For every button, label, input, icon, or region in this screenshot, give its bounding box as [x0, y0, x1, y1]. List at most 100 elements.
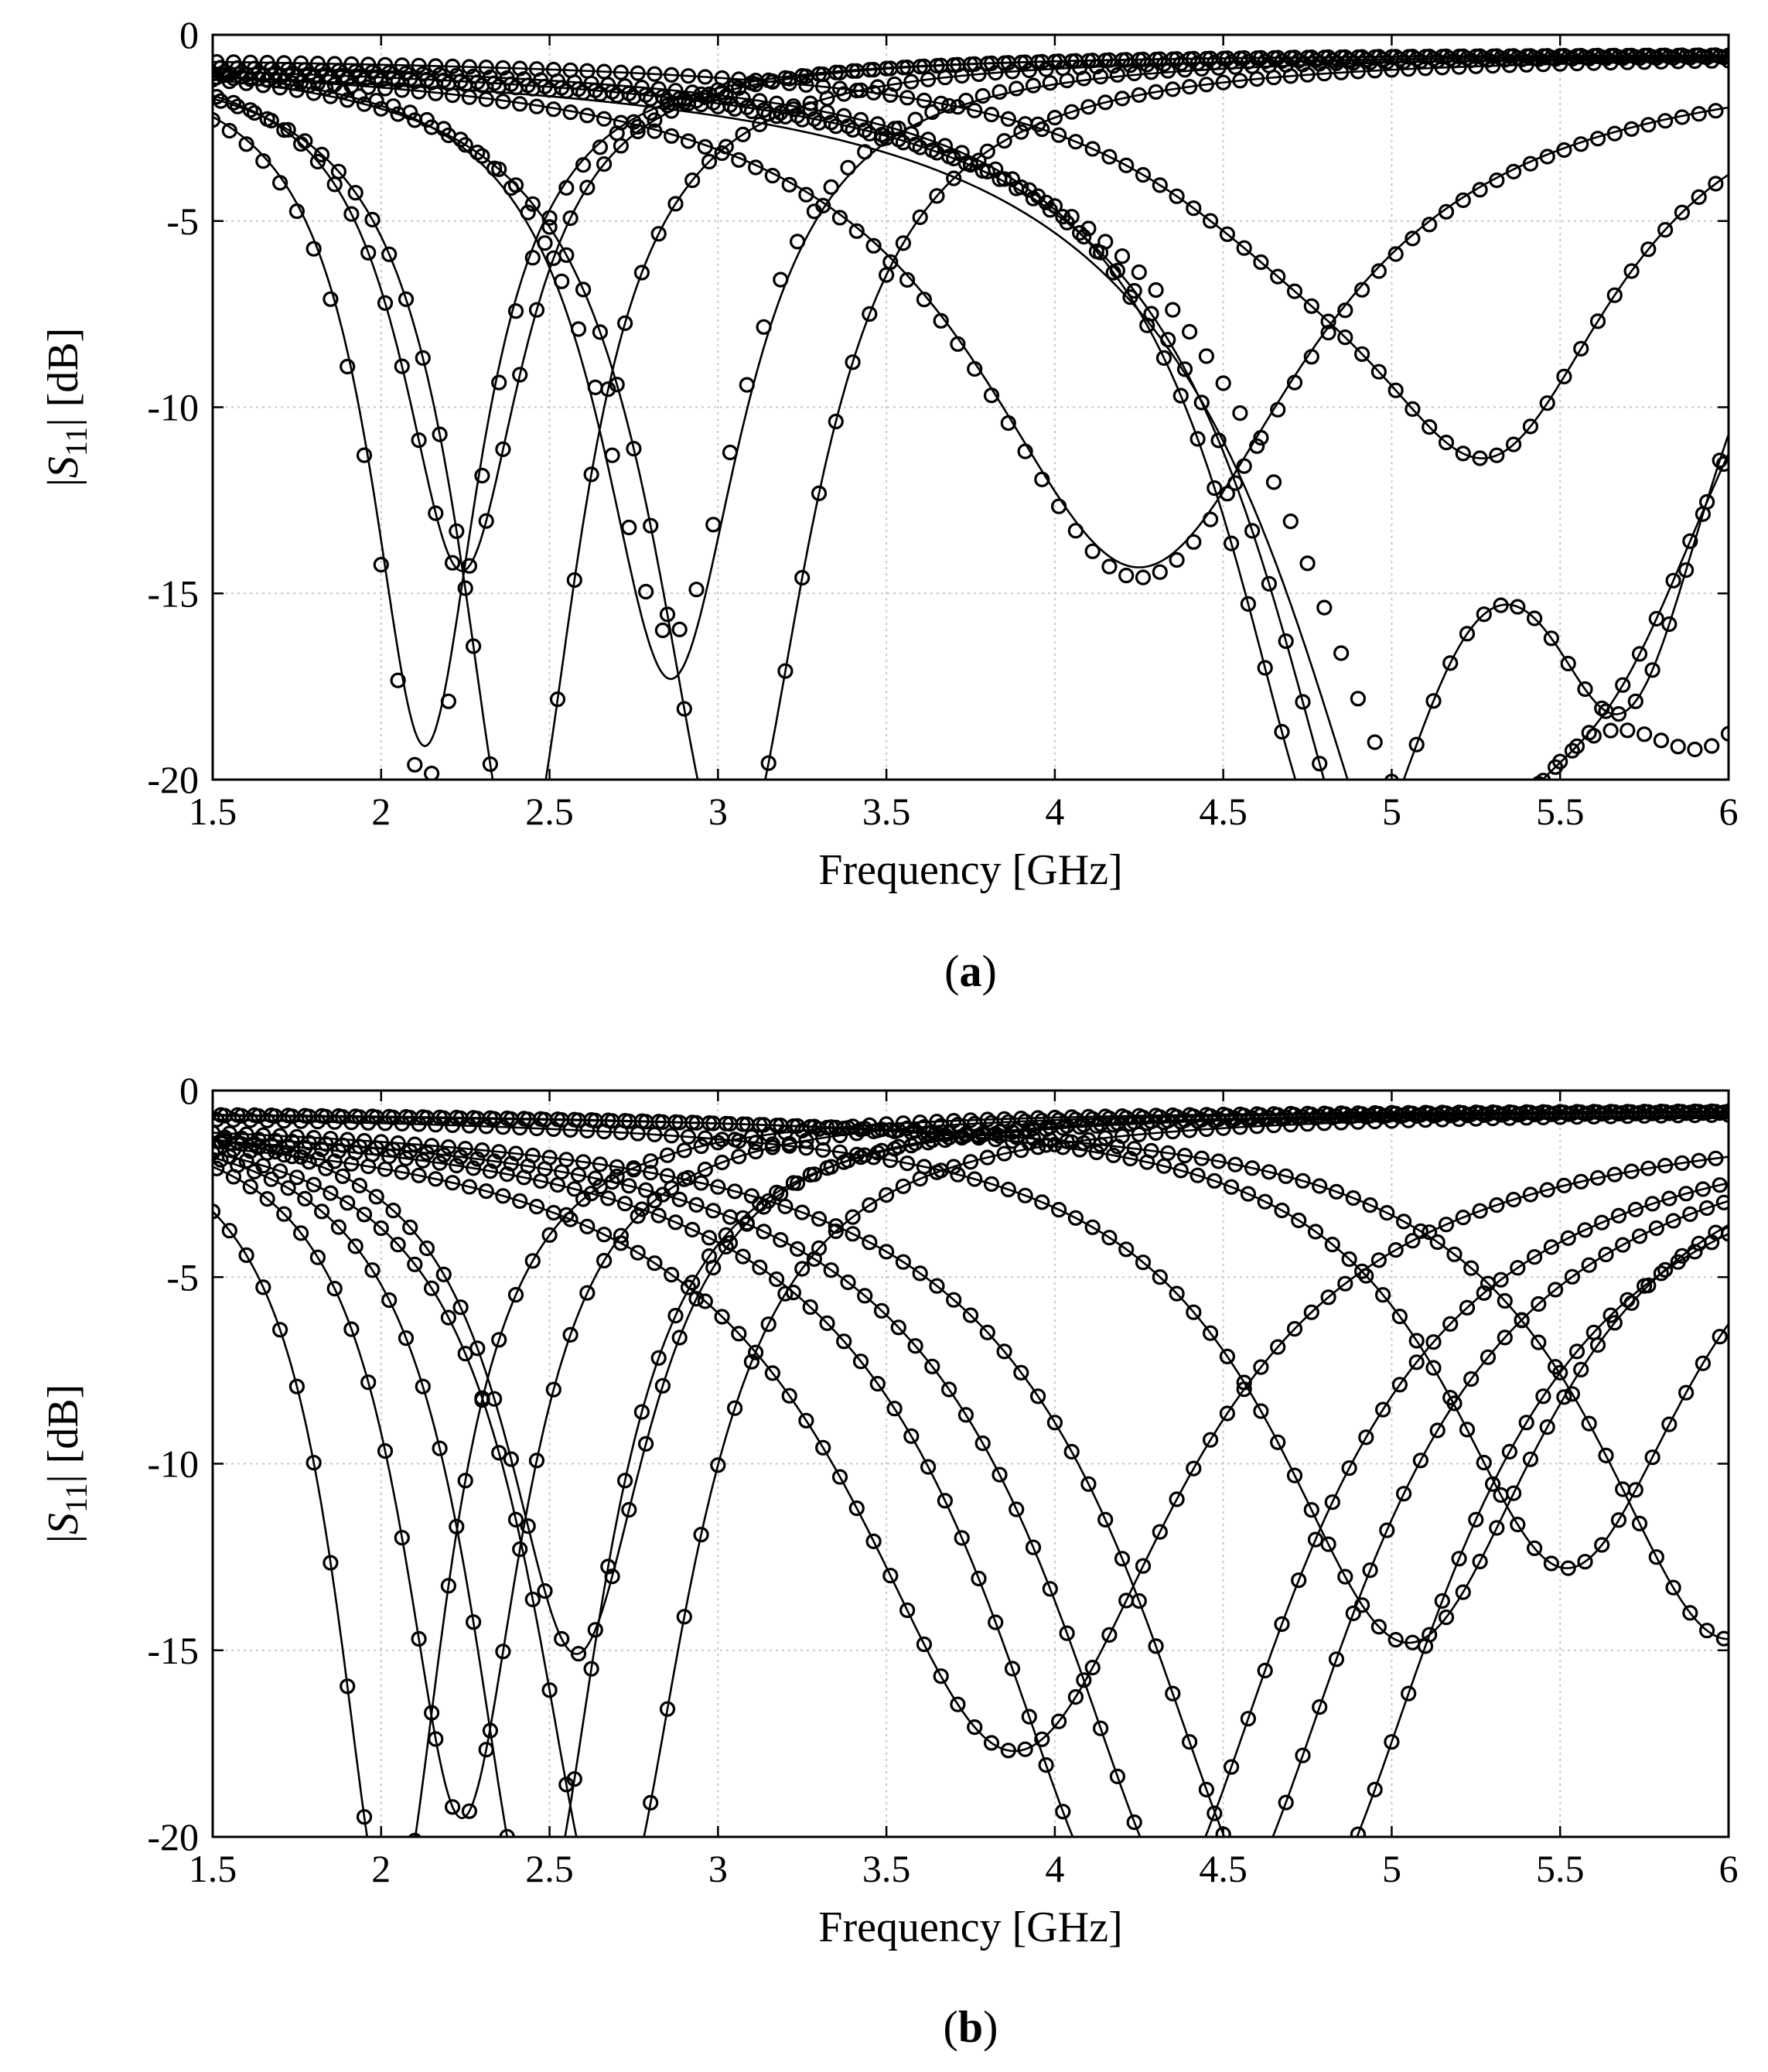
measured-point [246, 104, 263, 121]
measured-point [1198, 348, 1215, 364]
measured-point [411, 1630, 427, 1647]
measured-point [659, 1701, 676, 1717]
measured-point [1257, 1662, 1273, 1679]
measured-point [305, 241, 322, 257]
measured-point [259, 1145, 275, 1161]
measured-point [554, 1111, 570, 1128]
measured-point [1186, 50, 1202, 67]
measured-point [1059, 1118, 1075, 1135]
measured-point [263, 1137, 279, 1153]
measured-point [1387, 246, 1404, 262]
measured-point [402, 1219, 418, 1236]
measured-point [1135, 569, 1152, 585]
measured-point [520, 1518, 536, 1534]
measured-point [747, 159, 764, 176]
measured-point [992, 1466, 1008, 1483]
measured-point [587, 1170, 603, 1186]
measured-point [507, 80, 524, 96]
measured-point [890, 1122, 906, 1138]
measured-point [697, 1161, 713, 1178]
measured-point [950, 336, 966, 352]
measured-point [1076, 1672, 1092, 1688]
measured-point [789, 1241, 806, 1258]
measured-point [1017, 54, 1033, 70]
measured-point [1316, 66, 1333, 82]
measured-point [1152, 1524, 1168, 1540]
measured-point [305, 1176, 322, 1193]
measured-point [1257, 660, 1273, 676]
measured-point [407, 73, 423, 90]
measured-point [444, 1175, 461, 1191]
measured-point [377, 56, 394, 73]
measured-point [845, 354, 861, 370]
measured-point [394, 1164, 410, 1180]
measured-point [831, 210, 848, 226]
measured-point [1691, 1235, 1707, 1251]
measured-point [390, 1237, 406, 1253]
measured-point [1602, 1108, 1619, 1125]
measured-point [979, 143, 995, 159]
measured-point [452, 1149, 469, 1165]
measured-point [507, 303, 524, 319]
measured-point [654, 1186, 671, 1203]
measured-point [845, 121, 861, 138]
measured-point [213, 93, 229, 109]
measured-point [1370, 1252, 1387, 1268]
measured-point [1510, 1260, 1526, 1276]
measured-point [1678, 562, 1695, 579]
measured-point [848, 223, 865, 239]
measured-point [1148, 1125, 1164, 1142]
measured-point [323, 70, 339, 86]
measured-point [848, 1500, 865, 1517]
measured-point [1337, 1569, 1353, 1585]
measured-point [878, 1186, 895, 1203]
measured-point [465, 1614, 482, 1630]
measured-point [411, 432, 427, 449]
measured-point [946, 170, 962, 186]
measured-point [1489, 1196, 1505, 1214]
measured-point [1501, 1443, 1518, 1460]
measured-point [435, 1147, 452, 1163]
measured-point [373, 101, 389, 117]
measured-point [1097, 234, 1114, 250]
measured-point [1715, 1630, 1729, 1647]
measured-point [693, 97, 709, 113]
measured-point [1249, 438, 1265, 454]
measured-point [415, 1152, 431, 1169]
measured-point [1405, 401, 1421, 418]
measured-point [474, 467, 490, 484]
measured-point [323, 1555, 339, 1571]
measured-point [1353, 1597, 1370, 1613]
measured-point [1627, 693, 1643, 709]
measured-point [671, 621, 688, 638]
measured-point [1013, 124, 1029, 140]
measured-point [1510, 599, 1526, 615]
measured-point [1610, 1207, 1627, 1224]
measured-point [1345, 55, 1361, 71]
measured-point [1148, 84, 1164, 101]
measured-point [491, 1144, 507, 1160]
measured-point [895, 1178, 912, 1194]
measured-point [512, 1119, 528, 1136]
measured-point [1169, 188, 1185, 204]
measured-point [1219, 1348, 1236, 1365]
measured-point [992, 1123, 1008, 1140]
measured-point [1337, 302, 1353, 319]
measured-point [621, 1501, 637, 1518]
measured-point [394, 358, 410, 374]
measured-point [570, 321, 587, 337]
measured-point [819, 1315, 835, 1332]
measured-point [680, 68, 697, 84]
x-tick-label: 2 [371, 790, 391, 833]
x-tick-label: 2 [371, 1847, 391, 1890]
measured-point [347, 1238, 363, 1254]
measured-point [676, 94, 692, 111]
measured-point [1189, 431, 1206, 447]
measured-point [461, 59, 478, 75]
simulated-curve [213, 1132, 1729, 1837]
measured-point [633, 265, 650, 281]
measured-point [747, 1344, 764, 1360]
measured-point [340, 358, 356, 375]
measured-point [1000, 55, 1016, 71]
